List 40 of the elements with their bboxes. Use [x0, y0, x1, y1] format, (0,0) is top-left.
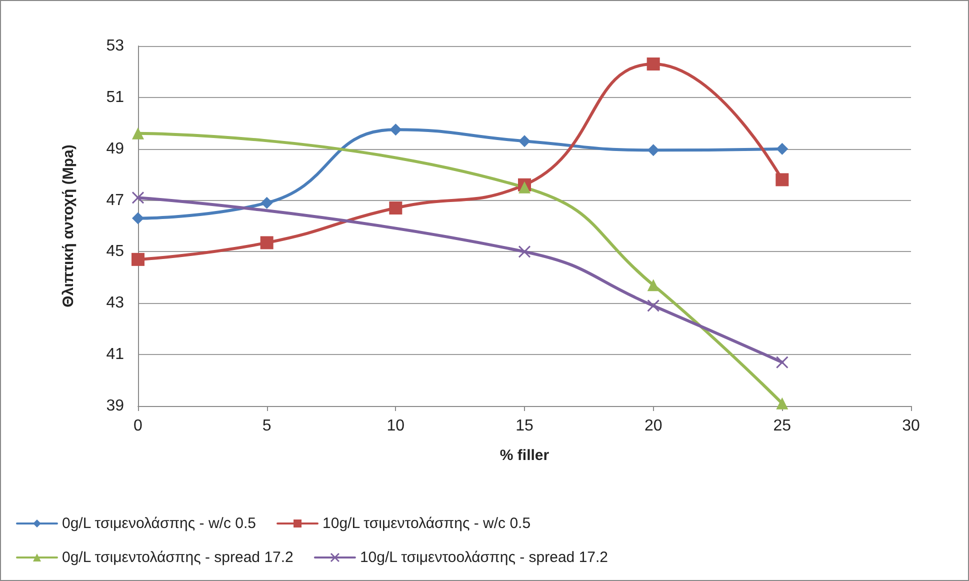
y-tick-label: 51 — [106, 88, 124, 106]
y-tick-label: 47 — [106, 192, 124, 209]
point — [260, 196, 273, 209]
y-tick-label: 39 — [106, 398, 124, 414]
x-tick-label: 5 — [262, 418, 272, 434]
point — [132, 191, 144, 204]
point — [132, 127, 144, 140]
x-tick-label: 0 — [134, 418, 143, 434]
y-axis-title: Θλιπτική αντοχή (Mpa) — [60, 144, 77, 308]
y-tick-label: 53 — [106, 38, 124, 54]
point — [132, 252, 144, 266]
point — [389, 202, 402, 214]
y-tick-label: 43 — [106, 294, 124, 312]
point — [132, 212, 144, 224]
point — [647, 299, 660, 312]
legend-label: 0g/L τσιμενολάσπης - w/c 0.5 — [62, 515, 256, 532]
legend-label: 10g/L τσιμεντολάσπης - w/c 0.5 — [322, 515, 531, 532]
point — [518, 245, 531, 258]
point — [390, 124, 402, 136]
x-axis-title: % filler — [500, 447, 550, 464]
x-tick-label: 20 — [644, 418, 662, 434]
point — [776, 356, 788, 369]
x-tick-label: 10 — [386, 418, 405, 434]
x-tick-label: 15 — [516, 418, 534, 434]
legend-label: 10g/L τσιμεντοολάσπης - spread 17.2 — [360, 549, 608, 566]
legend-label: 0g/L τσιμεντολάσπης - spread 17.2 — [62, 549, 294, 566]
point — [260, 236, 274, 250]
point — [776, 142, 788, 155]
point — [647, 144, 660, 156]
point — [518, 181, 530, 194]
y-tick-label: 49 — [106, 140, 124, 158]
point — [646, 58, 660, 70]
point — [518, 135, 530, 148]
point — [776, 173, 789, 186]
x-tick-label: 25 — [773, 418, 792, 434]
x-tick-label: 30 — [902, 418, 920, 434]
y-tick-label: 45 — [106, 243, 124, 260]
point — [647, 279, 660, 292]
y-tick-label: 41 — [106, 346, 124, 364]
point — [776, 397, 788, 410]
